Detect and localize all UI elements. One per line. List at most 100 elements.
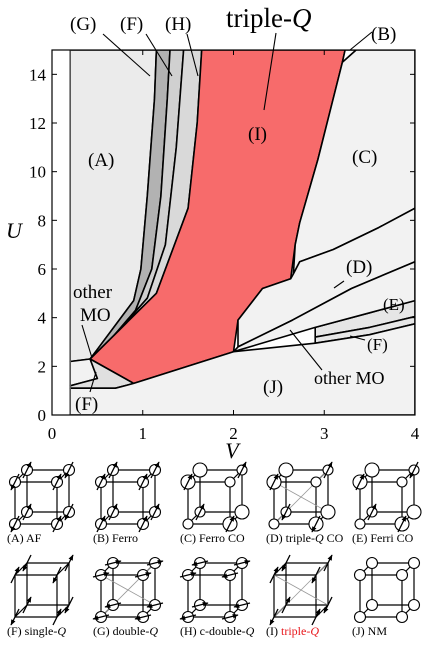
spin-arrow: [22, 461, 32, 479]
spin-arrow: [10, 608, 20, 626]
spin-arrow: [108, 503, 118, 521]
spin-arrow: [52, 515, 62, 533]
y-axis-label: U: [6, 218, 24, 243]
legend-text: Ferri CO: [370, 531, 413, 545]
triple-q-label: triple-Q: [226, 3, 311, 33]
legend-tag: (B): [93, 531, 112, 545]
legend-caption-B: (B) Ferro: [93, 531, 138, 545]
legend-caption-J: (J) NM: [352, 624, 387, 638]
y-tick-label: 4: [38, 309, 47, 328]
legend-text: Ferro: [112, 531, 138, 545]
y-tick-label: 14: [29, 65, 47, 84]
spin-arrow: [52, 473, 62, 491]
legend-italic: Q: [246, 624, 255, 638]
other-mo-left-line2: MO: [80, 305, 111, 326]
y-tick-label: 10: [29, 163, 46, 182]
spin-arrow: [195, 503, 205, 521]
pointer-B: [349, 31, 373, 51]
spin-arrow: [146, 602, 164, 608]
left-strip: [52, 50, 71, 415]
legend-item-I: (I) triple-Q: [266, 554, 333, 638]
region-labels: (A) (C) (D) (E) (F) (J) (I) (F) (G) (F) …: [70, 3, 405, 415]
spin-arrow: [233, 602, 251, 608]
legend-item-E: (E) Ferri CO: [352, 461, 422, 545]
other-mo-left-line1: other: [73, 282, 113, 303]
region-9: [232, 260, 415, 353]
spin-arrow: [134, 614, 152, 620]
site-ball: [268, 518, 280, 530]
spin-arrow: [191, 560, 209, 566]
site-ball: [395, 610, 409, 624]
spin-arrow: [22, 554, 32, 572]
label-E: (E): [383, 295, 405, 314]
legend-italic: Q: [149, 624, 158, 638]
spin-arrow: [138, 515, 148, 533]
spin-arrow: [355, 473, 365, 491]
x-tick-label: 3: [320, 424, 329, 443]
label-F-right: (F): [367, 335, 388, 354]
site-ball: [192, 462, 208, 478]
legend-tag: (G): [93, 624, 113, 638]
spin-arrow: [92, 572, 110, 578]
pointer-other-mo: [289, 329, 323, 371]
site-ball: [364, 462, 380, 478]
spin-arrow: [269, 608, 279, 626]
legend-tag: (I): [266, 624, 281, 638]
legend-item-F: (F) single-Q: [7, 554, 74, 638]
pointer-I: [263, 32, 277, 111]
triple-q-italic: Q: [292, 3, 312, 33]
legend-item-B: (B) Ferro: [93, 461, 162, 545]
site-ball: [353, 610, 367, 624]
legend-text: single-: [25, 624, 58, 638]
spin-arrow: [138, 473, 148, 491]
legend-tag: (H): [180, 624, 200, 638]
triple-q-prefix: triple-: [226, 3, 292, 33]
spin-arrow: [311, 566, 321, 584]
site-ball: [365, 598, 379, 612]
spin-arrow: [269, 566, 279, 584]
legend-text: AF: [26, 531, 42, 545]
spin-arrow: [96, 473, 106, 491]
site-ball: [320, 504, 336, 520]
spin-arrow: [108, 461, 118, 479]
spin-arrow: [179, 572, 197, 578]
spin-arrow: [10, 473, 20, 491]
x-tick-label: 0: [48, 424, 57, 443]
legend-caption-E: (E) Ferri CO: [352, 531, 414, 545]
spin-arrow: [221, 572, 239, 578]
legend-italic: Q: [315, 531, 324, 545]
legend-caption-I: (I) triple-Q: [266, 624, 319, 638]
spin-arrow: [311, 608, 321, 626]
y-tick-label: 2: [38, 357, 47, 376]
site-ball: [396, 476, 408, 488]
legend-tag: (D): [266, 531, 286, 545]
y-tick-label: 6: [38, 260, 47, 279]
site-ball: [407, 598, 421, 612]
legend-italic: Q: [310, 624, 319, 638]
site-ball: [365, 556, 379, 570]
spin-arrow: [52, 566, 62, 584]
spin-arrow: [92, 614, 110, 620]
legend-caption-F: (F) single-Q: [7, 624, 66, 638]
pointer-H: [186, 33, 199, 77]
spin-arrow: [323, 554, 333, 572]
legend-caption-D: (D) triple-Q CO: [266, 531, 344, 545]
spin-arrow: [64, 461, 74, 479]
spin-arrow: [64, 503, 74, 521]
legend-text: double-: [113, 624, 150, 638]
spin-arrow: [323, 461, 333, 479]
legend-tag: (C): [180, 531, 199, 545]
legend-item-C: (C) Ferro CO: [180, 461, 250, 545]
legend-text: NM: [368, 624, 388, 638]
cube-edge: [315, 604, 329, 618]
legend-italic: Q: [57, 624, 66, 638]
pointer-lines: [81, 31, 373, 393]
other-mo-right: other MO: [314, 368, 385, 388]
legend-tag: (A): [7, 531, 26, 545]
spin-arrow: [221, 614, 239, 620]
label-I: (I): [248, 124, 267, 145]
spin-arrow: [233, 560, 251, 566]
pointer-G: [102, 33, 151, 77]
site-ball: [407, 556, 421, 570]
